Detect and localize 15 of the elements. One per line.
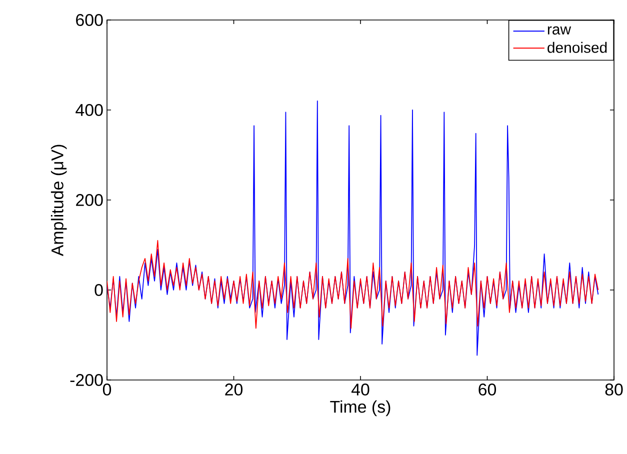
line-series xyxy=(107,240,599,329)
y-axis-title: Amplitude (μV) xyxy=(50,144,67,256)
y-tick-label: 600 xyxy=(76,14,103,26)
x-tick-label: 40 xyxy=(351,384,370,396)
y-tick-label: 400 xyxy=(76,104,103,116)
x-axis-title: Time (s) xyxy=(330,400,390,416)
legend-label: raw xyxy=(548,26,572,35)
y-tick-label: 200 xyxy=(76,194,103,206)
y-tick-label: -200 xyxy=(70,374,103,386)
y-tick-label: 0 xyxy=(94,284,103,296)
legend-label: denoised xyxy=(548,42,607,53)
x-tick-label: 80 xyxy=(605,384,623,396)
x-tick-label: 60 xyxy=(478,384,496,396)
x-tick-label: 0 xyxy=(102,384,112,396)
x-tick-label: 20 xyxy=(225,384,243,396)
